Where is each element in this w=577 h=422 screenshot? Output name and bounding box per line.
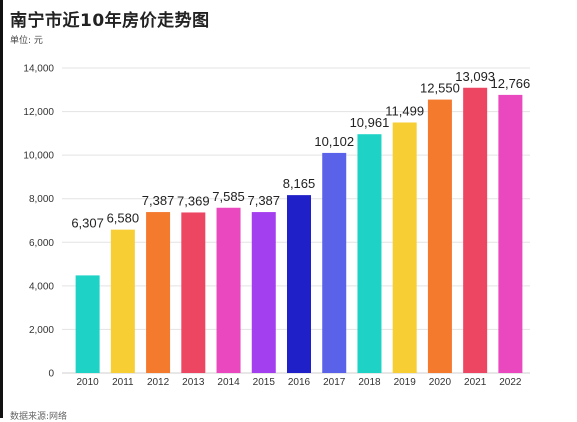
x-axis-ticks: 2010 2011 2012 2013 2014 2015 2016 2017 2018 2019… bbox=[76, 377, 521, 388]
y-axis-ticks: 0 2,000 4,000 6,000 8,000 10,000 12,000 14,000 bbox=[23, 64, 54, 380]
x-tick-label-2013: 2013 bbox=[182, 377, 205, 388]
data-label-2013: 7,369 bbox=[177, 193, 210, 208]
bar-2020 bbox=[427, 99, 452, 373]
bar-2011 bbox=[110, 229, 135, 373]
bar-2014 bbox=[216, 207, 241, 373]
x-tick-label-2017: 2017 bbox=[323, 377, 346, 388]
data-label-2012: 7,387 bbox=[142, 193, 175, 208]
y-tick-label: 14,000 bbox=[23, 64, 54, 75]
source-note: 数据来源:网络 bbox=[10, 412, 68, 422]
bar-2019 bbox=[392, 122, 417, 373]
x-tick-label-2018: 2018 bbox=[358, 377, 381, 388]
x-tick-label-2010: 2010 bbox=[76, 377, 99, 388]
x-tick-label-2019: 2019 bbox=[394, 377, 417, 388]
data-label-2014: 7,585 bbox=[212, 189, 245, 204]
data-label-2011: 6,580 bbox=[107, 211, 140, 226]
bar-2016 bbox=[287, 195, 311, 373]
x-tick-label-2014: 2014 bbox=[217, 377, 240, 388]
chart-title: 南宁市近10年房价走势图 bbox=[10, 11, 210, 31]
data-label-2021: 13,093 bbox=[455, 69, 495, 84]
y-tick-label: 6,000 bbox=[29, 238, 54, 249]
gridlines bbox=[62, 67, 530, 374]
left-edge-bar bbox=[0, 0, 3, 418]
data-label-2022: 12,766 bbox=[491, 76, 531, 91]
bar-2015 bbox=[251, 212, 276, 373]
x-tick-label-2012: 2012 bbox=[147, 377, 170, 388]
x-tick-label-2021: 2021 bbox=[464, 377, 487, 388]
x-tick-label-2020: 2020 bbox=[429, 377, 452, 388]
y-tick-label: 8,000 bbox=[29, 194, 54, 205]
data-label-2020: 12,550 bbox=[420, 81, 460, 96]
x-tick-label-2015: 2015 bbox=[253, 377, 276, 388]
unit-label: 单位: 元 bbox=[10, 36, 43, 46]
bar-2021 bbox=[463, 87, 488, 373]
bar-2018 bbox=[357, 134, 382, 373]
bar-2017 bbox=[322, 152, 347, 373]
y-tick-label: 10,000 bbox=[23, 151, 54, 162]
x-tick-label-2016: 2016 bbox=[288, 377, 311, 388]
y-tick-label: 0 bbox=[48, 369, 54, 380]
data-label-2010: 6,307 bbox=[71, 216, 104, 231]
data-label-2019: 11,499 bbox=[385, 103, 424, 118]
data-label-2016: 8,165 bbox=[283, 176, 316, 191]
y-tick-label: 12,000 bbox=[23, 107, 54, 118]
bar-2013 bbox=[181, 212, 206, 373]
bar-2010 bbox=[75, 275, 100, 373]
bars bbox=[75, 87, 523, 373]
x-tick-label-2011: 2011 bbox=[112, 377, 134, 388]
data-label-2017: 10,102 bbox=[314, 134, 354, 149]
bar-2012 bbox=[146, 212, 171, 373]
data-label-2015: 7,387 bbox=[247, 193, 280, 208]
y-tick-label: 4,000 bbox=[29, 281, 54, 292]
y-tick-label: 2,000 bbox=[29, 325, 54, 336]
x-tick-label-2022: 2022 bbox=[499, 377, 522, 388]
bar-2022 bbox=[498, 94, 523, 373]
data-label-2018: 10,961 bbox=[350, 115, 390, 130]
